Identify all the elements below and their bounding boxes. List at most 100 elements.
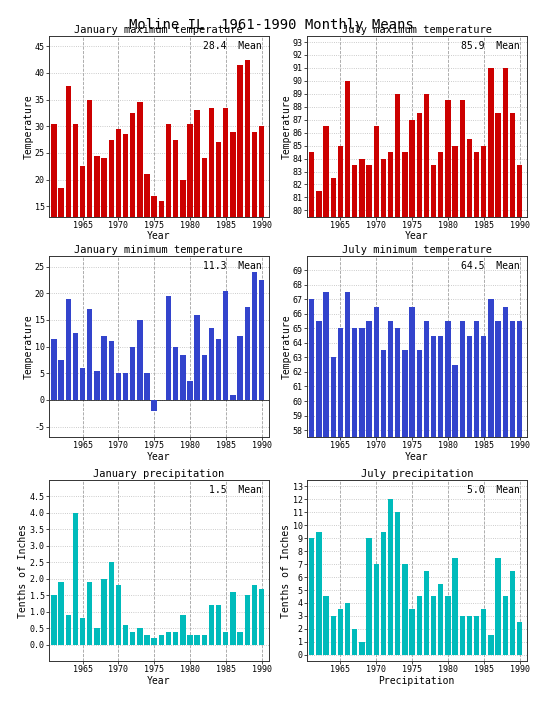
Bar [367,538,372,655]
Bar [159,201,164,286]
Bar [151,196,157,286]
Bar [209,605,214,645]
Bar [367,165,372,711]
Bar [130,631,135,645]
Bar [80,166,85,286]
Bar [474,321,479,711]
Bar [94,156,99,286]
Bar [452,146,458,711]
Bar [252,132,257,286]
Bar [166,296,171,400]
Bar [445,100,451,711]
Text: Moline IL  1961-1990 Monthly Means: Moline IL 1961-1990 Monthly Means [129,18,414,32]
Bar [395,328,400,711]
Bar [244,60,250,286]
Bar [109,341,114,400]
Bar [151,400,157,411]
Bar [123,625,128,645]
Bar [166,631,171,645]
Bar [137,320,142,400]
Bar [316,321,321,711]
X-axis label: Year: Year [147,451,171,462]
Bar [395,513,400,655]
Bar [381,532,386,655]
Bar [216,142,222,286]
Bar [395,94,400,711]
Bar [488,299,494,711]
Bar [237,631,243,645]
Bar [374,306,379,711]
Bar [87,582,92,645]
Bar [467,336,472,711]
Bar [209,328,214,400]
Text: 64.5  Mean: 64.5 Mean [462,262,520,272]
Bar [216,338,222,400]
Bar [338,328,343,711]
Bar [137,629,142,645]
Bar [309,538,314,655]
Bar [130,113,135,286]
Bar [517,165,522,711]
Bar [352,165,357,711]
Bar [338,146,343,711]
Y-axis label: Tenths of Inches: Tenths of Inches [281,523,291,618]
Bar [381,159,386,711]
Bar [324,126,329,711]
X-axis label: Year: Year [405,451,428,462]
Bar [345,81,350,711]
Bar [109,139,114,286]
Bar [324,597,329,655]
Bar [352,328,357,711]
Title: January minimum temperature: January minimum temperature [74,245,243,255]
Bar [144,373,150,400]
Bar [438,336,444,711]
Bar [445,597,451,655]
Bar [431,336,436,711]
Bar [495,321,501,711]
Bar [345,292,350,711]
Bar [510,321,515,711]
Bar [144,174,150,286]
Bar [102,158,107,286]
Bar [409,306,415,711]
Bar [488,636,494,655]
Bar [223,107,229,286]
Y-axis label: Temperature: Temperature [281,314,291,379]
Bar [352,629,357,655]
Bar [452,365,458,711]
Bar [123,134,128,286]
Bar [459,321,465,711]
Bar [144,635,150,645]
Bar [137,102,142,286]
Bar [187,381,193,400]
Bar [502,306,508,711]
Bar [102,336,107,400]
Bar [338,609,343,655]
Bar [223,631,229,645]
X-axis label: Year: Year [405,231,428,242]
Bar [481,609,487,655]
Bar [51,124,56,286]
Bar [502,68,508,711]
Bar [66,86,71,286]
Bar [316,191,321,711]
Bar [474,152,479,711]
Title: January maximum temperature: January maximum temperature [74,25,243,35]
Bar [331,178,336,711]
Bar [416,597,422,655]
Bar [481,336,487,711]
Bar [173,631,178,645]
Bar [438,584,444,655]
Text: 1.5  Mean: 1.5 Mean [209,486,262,496]
Bar [252,272,257,400]
X-axis label: Precipitation: Precipitation [378,675,455,686]
Bar [73,333,78,400]
Bar [194,314,200,400]
Bar [331,358,336,711]
Bar [201,355,207,400]
Bar [173,347,178,400]
Bar [445,321,451,711]
Y-axis label: Temperature: Temperature [23,94,33,159]
Bar [80,619,85,645]
Bar [252,585,257,645]
